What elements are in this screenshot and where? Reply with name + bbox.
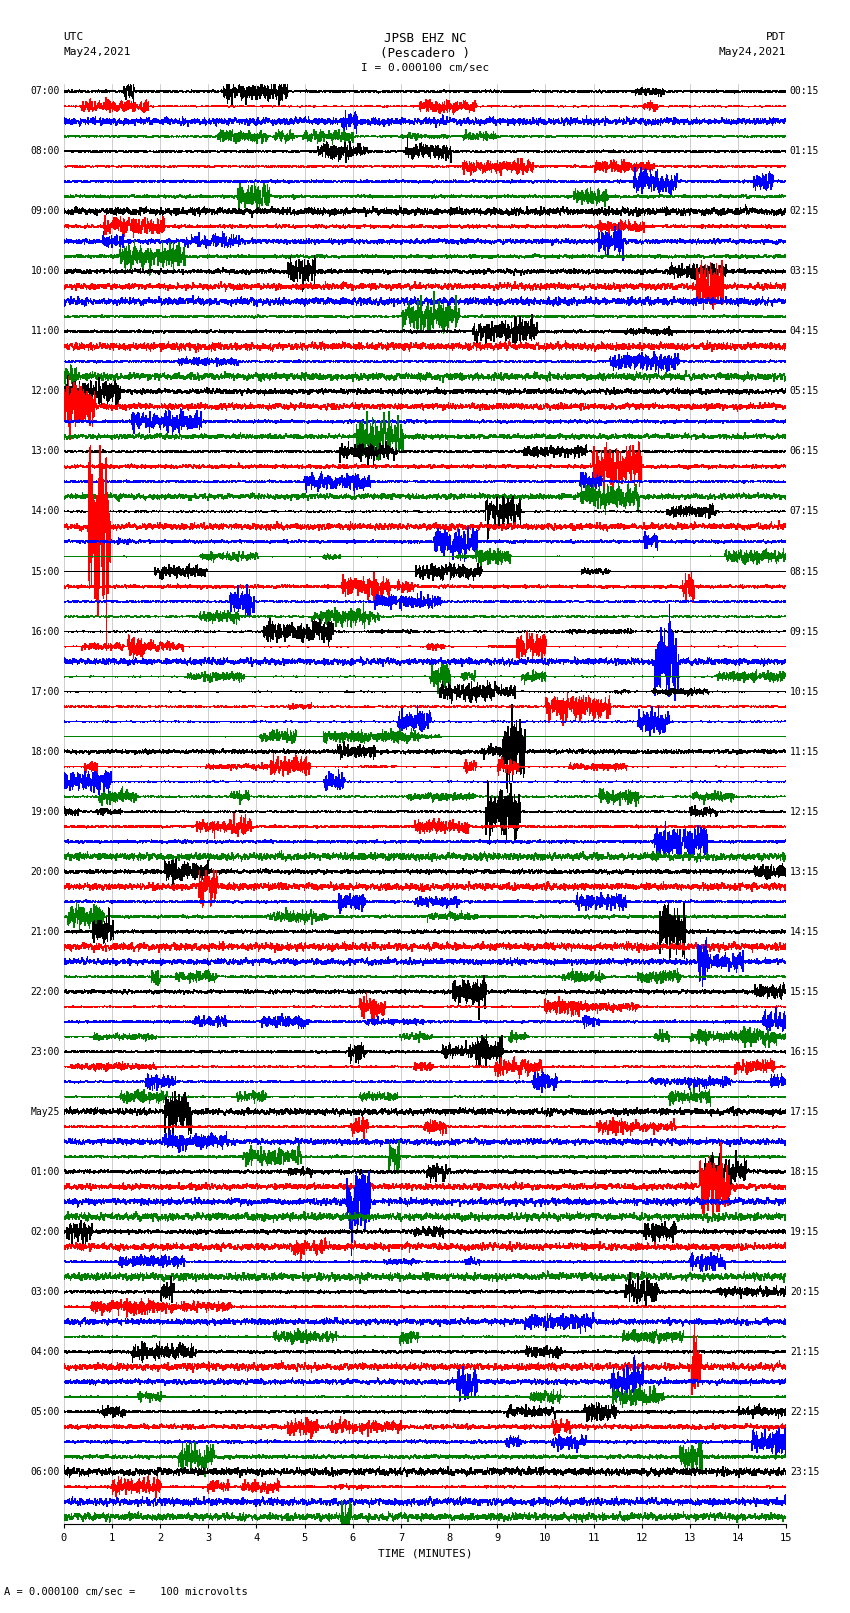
Text: 06:00: 06:00 <box>31 1466 60 1478</box>
Text: 03:00: 03:00 <box>31 1287 60 1297</box>
Text: 10:00: 10:00 <box>31 266 60 276</box>
Text: PDT: PDT <box>766 32 786 42</box>
Text: May24,2021: May24,2021 <box>64 47 131 56</box>
Text: 12:00: 12:00 <box>31 387 60 397</box>
Text: 11:00: 11:00 <box>31 326 60 337</box>
Text: 15:00: 15:00 <box>31 566 60 576</box>
Text: A = 0.000100 cm/sec =    100 microvolts: A = 0.000100 cm/sec = 100 microvolts <box>4 1587 248 1597</box>
Text: JPSB EHZ NC: JPSB EHZ NC <box>383 32 467 45</box>
Text: 14:15: 14:15 <box>790 926 819 937</box>
Text: 10:15: 10:15 <box>790 687 819 697</box>
Text: 15:15: 15:15 <box>790 987 819 997</box>
Text: 19:00: 19:00 <box>31 806 60 816</box>
Text: 04:15: 04:15 <box>790 326 819 337</box>
Text: 14:00: 14:00 <box>31 506 60 516</box>
Text: 08:00: 08:00 <box>31 147 60 156</box>
Text: May25: May25 <box>31 1107 60 1116</box>
Text: UTC: UTC <box>64 32 84 42</box>
Text: 21:00: 21:00 <box>31 926 60 937</box>
Text: 06:15: 06:15 <box>790 447 819 456</box>
Text: 00:15: 00:15 <box>790 87 819 97</box>
Text: 03:15: 03:15 <box>790 266 819 276</box>
Text: 21:15: 21:15 <box>790 1347 819 1357</box>
Text: 16:00: 16:00 <box>31 626 60 637</box>
Text: 04:00: 04:00 <box>31 1347 60 1357</box>
Text: 09:15: 09:15 <box>790 626 819 637</box>
Text: I = 0.000100 cm/sec: I = 0.000100 cm/sec <box>361 63 489 73</box>
Text: 17:15: 17:15 <box>790 1107 819 1116</box>
Text: 22:00: 22:00 <box>31 987 60 997</box>
Text: 22:15: 22:15 <box>790 1407 819 1416</box>
Text: 17:00: 17:00 <box>31 687 60 697</box>
Text: May24,2021: May24,2021 <box>719 47 786 56</box>
Text: 02:15: 02:15 <box>790 206 819 216</box>
Text: 20:15: 20:15 <box>790 1287 819 1297</box>
Text: 07:00: 07:00 <box>31 87 60 97</box>
Text: 07:15: 07:15 <box>790 506 819 516</box>
Text: 05:00: 05:00 <box>31 1407 60 1416</box>
Text: 09:00: 09:00 <box>31 206 60 216</box>
Text: 13:15: 13:15 <box>790 866 819 876</box>
Text: 23:00: 23:00 <box>31 1047 60 1057</box>
Text: 02:00: 02:00 <box>31 1227 60 1237</box>
Text: 20:00: 20:00 <box>31 866 60 876</box>
Text: 12:15: 12:15 <box>790 806 819 816</box>
Text: 16:15: 16:15 <box>790 1047 819 1057</box>
Text: 19:15: 19:15 <box>790 1227 819 1237</box>
Text: 18:15: 18:15 <box>790 1166 819 1177</box>
Text: 08:15: 08:15 <box>790 566 819 576</box>
Text: 13:00: 13:00 <box>31 447 60 456</box>
Text: 01:15: 01:15 <box>790 147 819 156</box>
Text: 11:15: 11:15 <box>790 747 819 756</box>
Text: 23:15: 23:15 <box>790 1466 819 1478</box>
Text: 05:15: 05:15 <box>790 387 819 397</box>
Text: (Pescadero ): (Pescadero ) <box>380 47 470 60</box>
Text: 01:00: 01:00 <box>31 1166 60 1177</box>
Text: 18:00: 18:00 <box>31 747 60 756</box>
X-axis label: TIME (MINUTES): TIME (MINUTES) <box>377 1548 473 1558</box>
